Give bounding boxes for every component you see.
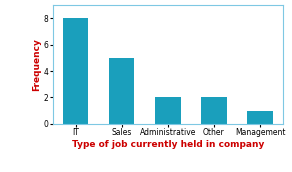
X-axis label: Type of job currently held in company: Type of job currently held in company bbox=[72, 140, 264, 149]
Bar bbox=[63, 18, 88, 124]
Bar bbox=[155, 98, 180, 124]
Bar bbox=[247, 111, 273, 124]
Bar bbox=[109, 58, 135, 124]
Bar bbox=[201, 98, 227, 124]
Y-axis label: Frequency: Frequency bbox=[32, 38, 41, 91]
